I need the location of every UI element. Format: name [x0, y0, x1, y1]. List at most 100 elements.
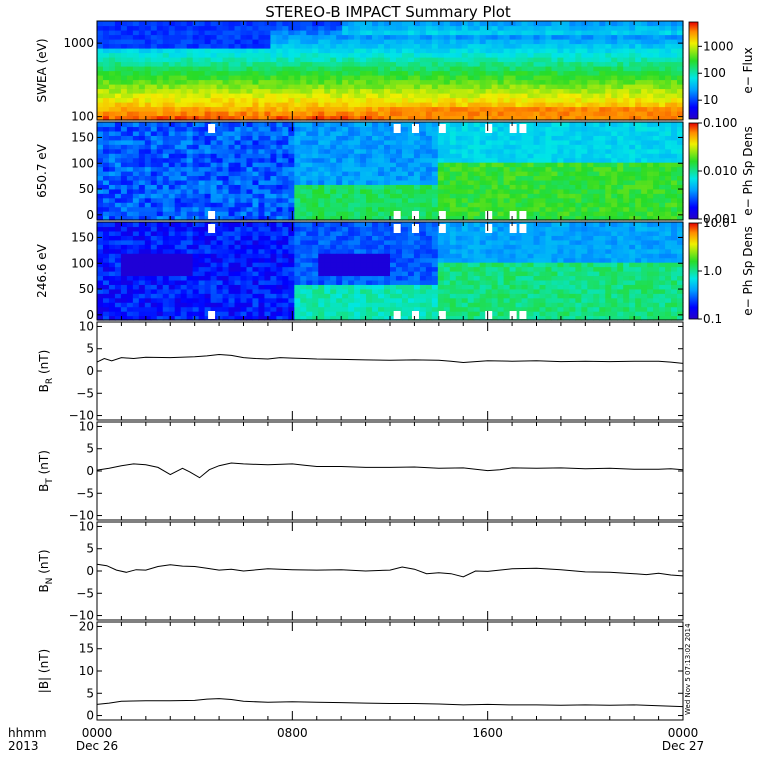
heatmap-cell — [659, 179, 666, 185]
heatmap-cell — [222, 193, 230, 199]
heatmap-cell — [485, 153, 493, 159]
heatmap-cell — [395, 75, 403, 81]
heatmap-cell — [288, 193, 295, 199]
heatmap-cell — [647, 126, 654, 132]
heatmap-cell — [138, 75, 146, 81]
heatmap-cell — [144, 284, 152, 290]
heatmap-cell — [653, 171, 660, 177]
heatmap-cell — [180, 230, 188, 236]
heatmap-cell — [575, 126, 582, 132]
heatmap-cell — [120, 93, 128, 99]
heatmap-cell — [222, 75, 230, 81]
heatmap-cell — [174, 288, 182, 294]
heatmap-cell — [216, 306, 224, 312]
heatmap-cell — [144, 115, 152, 121]
heatmap-cell — [252, 39, 260, 45]
heatmap-cell — [437, 34, 445, 40]
heatmap-cell — [443, 70, 451, 76]
heatmap-cell — [623, 70, 630, 76]
heatmap-cell — [97, 93, 104, 99]
heatmap-cell — [419, 144, 427, 150]
heatmap-cell — [647, 79, 654, 85]
heatmap-cell — [401, 102, 409, 108]
heatmap-cell — [527, 144, 535, 150]
heatmap-cell — [150, 30, 158, 36]
heatmap-cell — [479, 115, 487, 121]
heatmap-cell — [228, 193, 236, 199]
heatmap-cell — [132, 248, 140, 254]
heatmap-cell — [222, 97, 230, 103]
heatmap-cell — [312, 153, 319, 159]
heatmap-cell — [485, 34, 493, 40]
heatmap-cell — [665, 61, 672, 67]
heatmap-cell — [294, 106, 301, 112]
heatmap-cell — [204, 197, 212, 203]
heatmap-cell — [659, 206, 666, 212]
heatmap-cell — [126, 130, 134, 136]
heatmap-cell — [97, 79, 104, 85]
heatmap-cell — [138, 102, 146, 108]
heatmap-cell — [575, 171, 582, 177]
heatmap-cell — [306, 115, 313, 121]
heatmap-cell — [360, 102, 367, 108]
heatmap-cell — [635, 135, 642, 141]
heatmap-cell — [108, 193, 116, 199]
heatmap-cell — [611, 139, 618, 145]
heatmap-cell — [234, 52, 242, 58]
heatmap-cell — [509, 93, 517, 99]
heatmap-cell — [360, 75, 367, 81]
heatmap-cell — [587, 93, 594, 99]
heatmap-cell — [629, 84, 636, 90]
heatmap-cell — [623, 162, 630, 168]
heatmap-cell — [198, 302, 206, 308]
heatmap-cell — [401, 202, 409, 208]
heatmap-cell — [539, 79, 547, 85]
heatmap-cell — [593, 57, 600, 63]
heatmap-cell — [419, 61, 427, 67]
heatmap-cell — [330, 106, 337, 112]
heatmap-cell — [509, 111, 517, 117]
heatmap-cell — [551, 175, 559, 181]
heatmap-cell — [270, 111, 277, 117]
heatmap-cell — [180, 284, 188, 290]
heatmap-cell — [407, 79, 415, 85]
heatmap-cell — [342, 126, 349, 132]
heatmap-cell — [557, 52, 565, 58]
heatmap-cell — [515, 162, 523, 168]
heatmap-cell — [503, 171, 511, 177]
heatmap-cell — [372, 179, 379, 185]
heatmap-cell — [372, 106, 379, 112]
heatmap-cell — [605, 79, 612, 85]
heatmap-cell — [461, 188, 469, 194]
heatmap-cell — [126, 175, 134, 181]
heatmap-cell — [348, 206, 355, 212]
heatmap-cell — [270, 39, 277, 45]
heatmap-cell — [659, 153, 666, 159]
heatmap-cell — [120, 21, 128, 27]
heatmap-cell — [527, 215, 535, 221]
heatmap-cell — [629, 171, 636, 177]
heatmap-cell — [270, 126, 277, 132]
heatmap-cell — [539, 21, 547, 27]
heatmap-cell — [216, 288, 224, 294]
heatmap-cell — [431, 157, 439, 163]
heatmap-cell — [348, 61, 355, 67]
heatmap-cell — [527, 122, 535, 128]
heatmap-cell — [665, 215, 672, 221]
heatmap-cell — [318, 193, 325, 199]
heatmap-cell — [461, 93, 469, 99]
heatmap-cell — [563, 135, 570, 141]
heatmap-cell — [419, 48, 427, 54]
heatmap-cell — [533, 202, 541, 208]
heatmap-cell — [138, 153, 146, 159]
heatmap-cell — [455, 193, 463, 199]
heatmap-cell — [575, 193, 582, 199]
heatmap-cell — [120, 184, 128, 190]
heatmap-cell — [545, 139, 553, 145]
heatmap-cell — [234, 115, 242, 121]
heatmap-cell — [102, 162, 110, 168]
heatmap-cell — [216, 115, 224, 121]
heatmap-cell — [97, 139, 104, 145]
heatmap-cell — [222, 175, 230, 181]
heatmap-cell — [222, 266, 230, 272]
